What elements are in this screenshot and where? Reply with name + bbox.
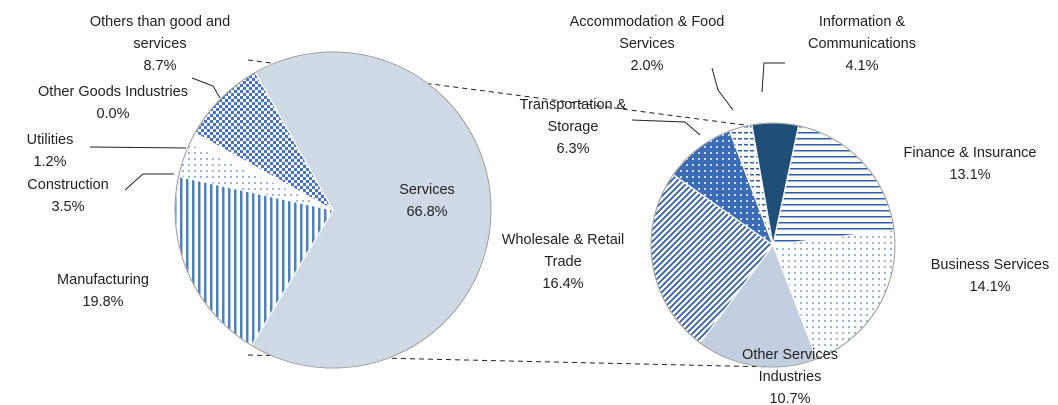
label-category: Other Services Industries	[742, 347, 838, 385]
slice-label: Services 66.8%	[382, 179, 472, 223]
label-category: Wholesale & Retail Trade	[501, 232, 625, 270]
label-percent: 4.1%	[845, 58, 879, 74]
slice-label: Business Services 14.1%	[910, 254, 1058, 298]
label-category: Services	[399, 182, 455, 198]
label-percent: 8.7%	[143, 58, 177, 74]
slice-label: Information & Communications 4.1%	[777, 11, 947, 77]
label-category: Other Goods Industries	[38, 84, 188, 100]
label-category: Accommodation & Food Services	[569, 14, 725, 52]
slice-label: Utilities 1.2%	[0, 129, 100, 173]
label-percent: 14.1%	[969, 279, 1011, 295]
label-category: Finance & Insurance	[903, 145, 1037, 161]
label-percent: 3.5%	[51, 199, 85, 215]
slice-label: Other Services Industries 10.7%	[720, 344, 860, 405]
slice-label: Accommodation & Food Services 2.0%	[567, 11, 727, 77]
leader-line	[761, 62, 785, 93]
label-category: Others than good and services	[89, 14, 231, 52]
label-category: Transportation & Storage	[519, 97, 627, 135]
label-percent: 19.8%	[82, 294, 124, 310]
label-percent: 2.0%	[630, 58, 664, 74]
label-percent: 66.8%	[406, 204, 448, 220]
slice-label: Manufacturing 19.8%	[33, 269, 173, 313]
label-percent: 6.3%	[556, 141, 590, 157]
leader-line	[711, 67, 734, 111]
label-percent: 13.1%	[949, 167, 991, 183]
label-category: Construction	[27, 177, 109, 193]
leader-line	[124, 173, 174, 191]
label-category: Utilities	[26, 132, 74, 148]
slice-label: Construction 3.5%	[8, 174, 128, 218]
pie-outline	[174, 51, 492, 369]
label-percent: 10.7%	[769, 391, 811, 405]
slice-label: Finance & Insurance 13.1%	[880, 142, 1058, 186]
label-category: Business Services	[930, 257, 1050, 273]
leader-line	[89, 146, 187, 149]
label-category: Manufacturing	[57, 272, 149, 288]
leader-line	[191, 77, 221, 99]
label-percent: 1.2%	[33, 154, 67, 170]
pie-outline	[650, 122, 896, 368]
leader-line	[631, 119, 701, 136]
label-percent: 16.4%	[542, 276, 584, 292]
slice-label: Transportation & Storage 6.3%	[513, 94, 633, 160]
slice-label: Wholesale & Retail Trade 16.4%	[488, 229, 638, 295]
connector	[247, 354, 773, 368]
slice-label: Other Goods Industries 0.0%	[23, 81, 203, 125]
label-percent: 0.0%	[96, 106, 130, 122]
label-category: Information & Communications	[808, 14, 916, 52]
slice-label: Others than good and services 8.7%	[75, 11, 245, 77]
